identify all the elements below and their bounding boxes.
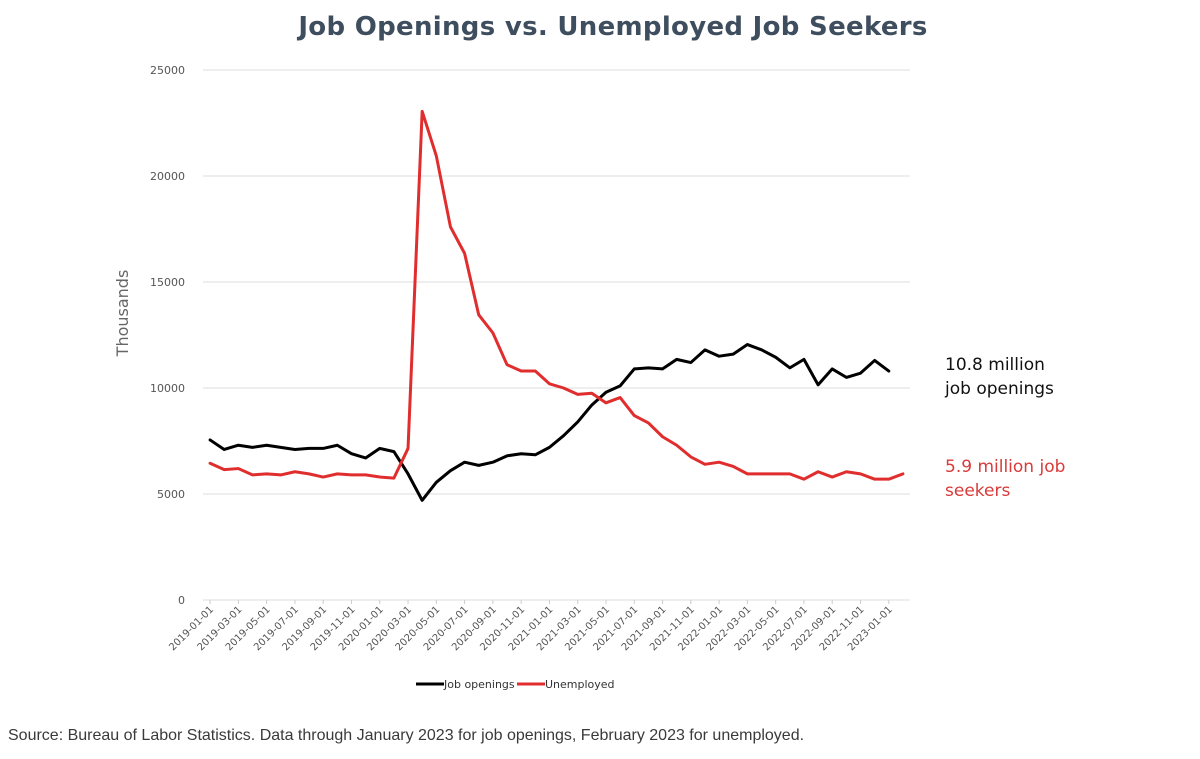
gridlines [203, 69, 910, 601]
annotation-job-openings: job openings [944, 379, 1054, 399]
annotation-job-openings: 10.8 million [945, 355, 1045, 375]
x-axis-ticks: 2019-01-012019-03-012019-05-012019-07-01… [167, 600, 895, 653]
annotations: 10.8 million job openings 5.9 million job s… [944, 355, 1065, 501]
y-axis-label: Thousands [113, 270, 132, 358]
y-axis-ticks: 0 5000 10000 15000 20000 25000 [150, 64, 185, 607]
legend-label: Unemployed [545, 678, 615, 691]
y-tick-label: 5000 [157, 488, 185, 501]
chart-title: Job Openings vs. Unemployed Job Seekers [296, 12, 927, 42]
series-lines [208, 109, 905, 502]
y-tick-label: 0 [178, 594, 185, 607]
legend-label: Job openings [443, 678, 515, 691]
y-tick-label: 20000 [150, 170, 185, 183]
y-tick-label: 25000 [150, 64, 185, 77]
series-line-job-openings [208, 343, 891, 502]
series-line-unemployed [208, 109, 905, 481]
y-tick-label: 15000 [150, 276, 185, 289]
annotation-job-seekers: 5.9 million job [945, 457, 1065, 477]
source-note: Source: Bureau of Labor Statistics. Data… [8, 727, 805, 744]
annotation-job-seekers: seekers [945, 481, 1010, 501]
legend: Job openings Unemployed [416, 678, 615, 691]
y-tick-label: 10000 [150, 382, 185, 395]
